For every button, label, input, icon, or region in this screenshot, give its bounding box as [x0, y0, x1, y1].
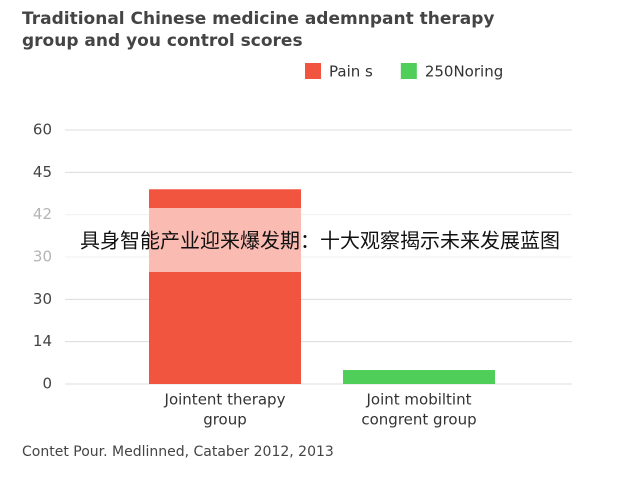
y-tick-label: 45 — [33, 163, 52, 181]
legend-label: Pain s — [329, 63, 373, 81]
chart-title: group and you control scores — [22, 31, 303, 51]
y-tick-label: 0 — [42, 375, 52, 393]
y-tick-label: 30 — [33, 290, 52, 308]
legend-label: 250Noring — [425, 63, 503, 81]
source-note: Contet Pour. Medlinned, Cataber 2012, 20… — [22, 444, 334, 460]
overlay-band — [30, 208, 610, 272]
x-tick-label: Joint mobiltint — [365, 391, 471, 409]
x-tick-label: Jointent therapy — [164, 391, 286, 409]
y-tick-label: 14 — [33, 332, 52, 350]
chart-title: Traditional Chinese medicine ademnpant t… — [22, 9, 494, 29]
legend-swatch — [305, 63, 321, 79]
bar — [343, 370, 495, 384]
legend-swatch — [400, 63, 417, 79]
overlay-text: 具身智能产业迎来爆发期：十大观察揭示未来发展蓝图 — [80, 229, 560, 253]
x-tick-label: congrent group — [361, 411, 476, 429]
x-tick-label: group — [203, 411, 247, 429]
y-tick-label: 60 — [33, 121, 52, 139]
